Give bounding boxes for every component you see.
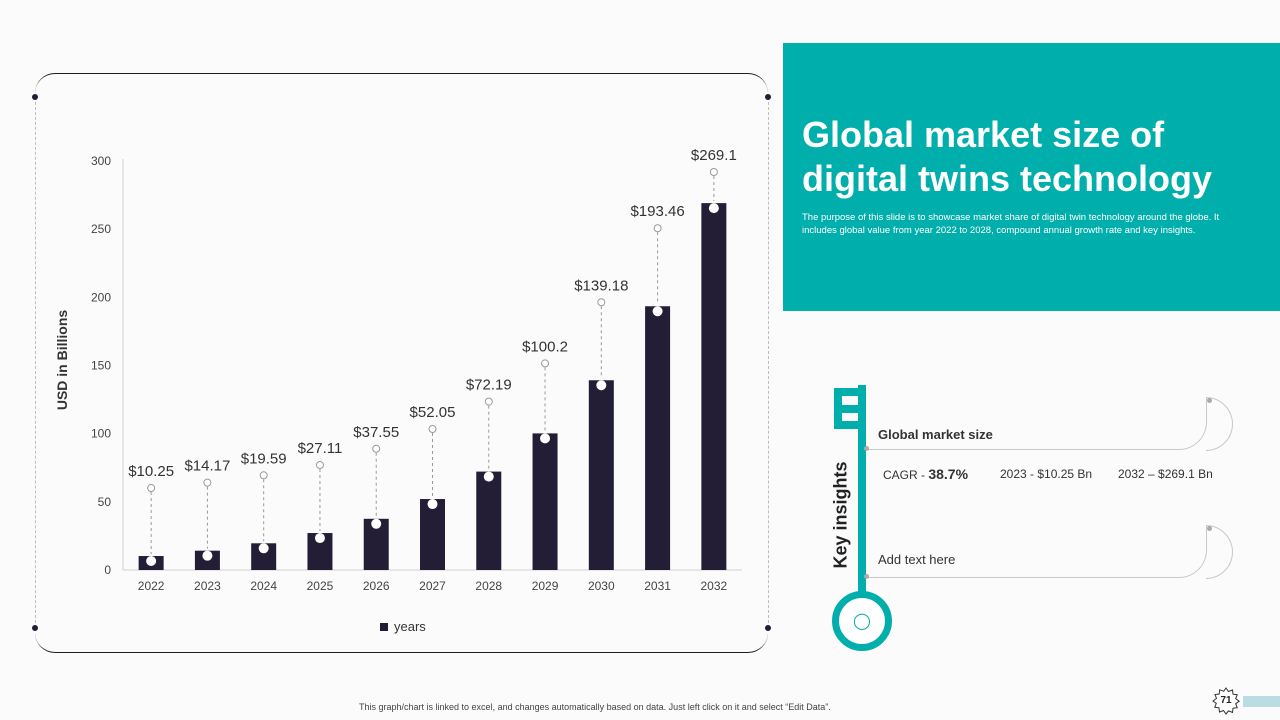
data-label: $139.18 — [574, 277, 628, 294]
cagr-label: CAGR - — [883, 468, 925, 482]
bar — [588, 380, 614, 570]
bar-notch — [652, 306, 663, 317]
insight-1-cagr: CAGR - 38.7% — [883, 466, 968, 482]
bar-notch — [596, 380, 607, 391]
data-label: $27.11 — [298, 440, 343, 457]
x-tick-label: 2027 — [419, 579, 446, 593]
insight-1-start-value: 2023 - $10.25 Bn — [1000, 467, 1093, 481]
lightbulb-icon: ◯ — [853, 613, 871, 630]
slide-subtitle: The purpose of this slide is to showcase… — [802, 212, 1220, 236]
frame-right-dashed-line — [768, 97, 769, 628]
page-accent-bar — [1243, 696, 1280, 707]
data-label: $193.46 — [630, 203, 684, 220]
frame-dot-bottom-left — [32, 625, 38, 631]
bar-notch — [427, 499, 438, 510]
bar-notch — [371, 518, 382, 529]
bar — [476, 471, 502, 570]
insight-1-title: Global market size — [878, 427, 993, 442]
x-tick-label: 2030 — [588, 579, 615, 593]
data-label: $269.1 — [691, 147, 737, 164]
footnote: This graph/chart is linked to excel, and… — [359, 702, 831, 712]
bar — [420, 499, 445, 570]
x-tick-label: 2022 — [138, 579, 165, 593]
label-pin — [597, 298, 606, 307]
legend-label: years — [394, 619, 426, 634]
x-tick-label: 2026 — [363, 579, 390, 593]
bar-notch — [314, 533, 325, 544]
bar-notch — [708, 203, 719, 214]
key-stem — [858, 385, 866, 595]
x-tick-label: 2031 — [644, 579, 671, 593]
slide-title: Global market size of digital twins tech… — [802, 114, 1213, 199]
insight-2-start-dot — [864, 574, 869, 579]
bar-notch — [540, 433, 551, 444]
bar-notch — [258, 543, 269, 554]
label-pin — [709, 168, 718, 176]
insight-2-arc — [1206, 525, 1233, 579]
gear-icon — [1212, 687, 1241, 715]
label-pin — [484, 397, 493, 406]
insight-1-start-dot — [864, 446, 869, 451]
legend-swatch — [380, 622, 388, 631]
x-tick-label: 2023 — [194, 579, 221, 593]
bar-chart[interactable]: 0 50 100 150 200 250 300 $10.25 2022 $14.17 2023 $1… — [0, 0, 780, 660]
cagr-value: 38.7% — [928, 466, 969, 482]
key-tooth-top — [834, 388, 858, 396]
label-pin — [541, 359, 550, 368]
frame-left-dashed-line — [35, 97, 36, 628]
y-tick-label: 300 — [91, 154, 111, 168]
insight-1-arc — [1206, 397, 1233, 451]
y-axis-label: USD in Billions — [54, 309, 70, 411]
y-tick-label: 150 — [91, 359, 111, 373]
y-tick-label: 200 — [91, 290, 111, 304]
bar-notch — [483, 471, 494, 482]
key-tooth-spine — [834, 388, 842, 429]
data-label: $72.19 — [466, 377, 512, 394]
x-tick-label: 2029 — [532, 579, 559, 593]
x-tick-label: 2028 — [475, 579, 502, 593]
label-pin — [147, 484, 156, 493]
bar — [645, 306, 671, 570]
legend: years — [380, 619, 426, 634]
x-tick-label: 2032 — [701, 579, 728, 593]
insight-2-text[interactable]: Add text here — [878, 552, 956, 567]
title-panel: Global market size of digital twins tech… — [783, 43, 1280, 311]
x-tick-label: 2025 — [307, 579, 334, 593]
chart-frame — [35, 73, 768, 653]
label-pin — [653, 224, 662, 233]
key-tooth-middle — [834, 405, 858, 413]
label-pin — [428, 425, 437, 434]
x-tick-label: 2024 — [250, 579, 277, 593]
label-pin — [203, 478, 212, 487]
key-tooth-bottom — [834, 421, 858, 429]
data-label: $52.05 — [410, 404, 456, 421]
key-ring: ◯ — [832, 591, 892, 651]
frame-dot-top-left — [32, 94, 38, 100]
y-tick-label: 0 — [104, 563, 111, 577]
bar — [701, 203, 727, 570]
label-pin — [259, 471, 268, 480]
insight-1-line — [866, 397, 1207, 450]
insight-2-dot — [1207, 526, 1212, 531]
insight-1-end-value: 2032 – $269.1 Bn — [1118, 467, 1213, 481]
key-insights-heading: Key insights — [830, 461, 851, 569]
frame-dot-top-right — [765, 94, 771, 100]
data-label: $100.2 — [522, 338, 568, 355]
label-pin — [315, 461, 324, 470]
y-tick-label: 250 — [91, 222, 111, 236]
page-number: 71 — [1220, 695, 1232, 706]
data-label: $14.17 — [184, 458, 230, 475]
frame-dot-bottom-right — [765, 625, 771, 631]
bar-notch — [146, 556, 157, 567]
bar — [532, 433, 558, 570]
y-tick-label: 50 — [98, 495, 112, 509]
insight-1-dot — [1207, 398, 1212, 403]
label-pin — [372, 444, 381, 453]
y-tick-label: 100 — [91, 427, 111, 441]
data-label: $10.25 — [128, 463, 174, 480]
data-label: $37.55 — [353, 424, 399, 441]
bar-notch — [202, 550, 213, 561]
data-label: $19.59 — [241, 450, 287, 467]
